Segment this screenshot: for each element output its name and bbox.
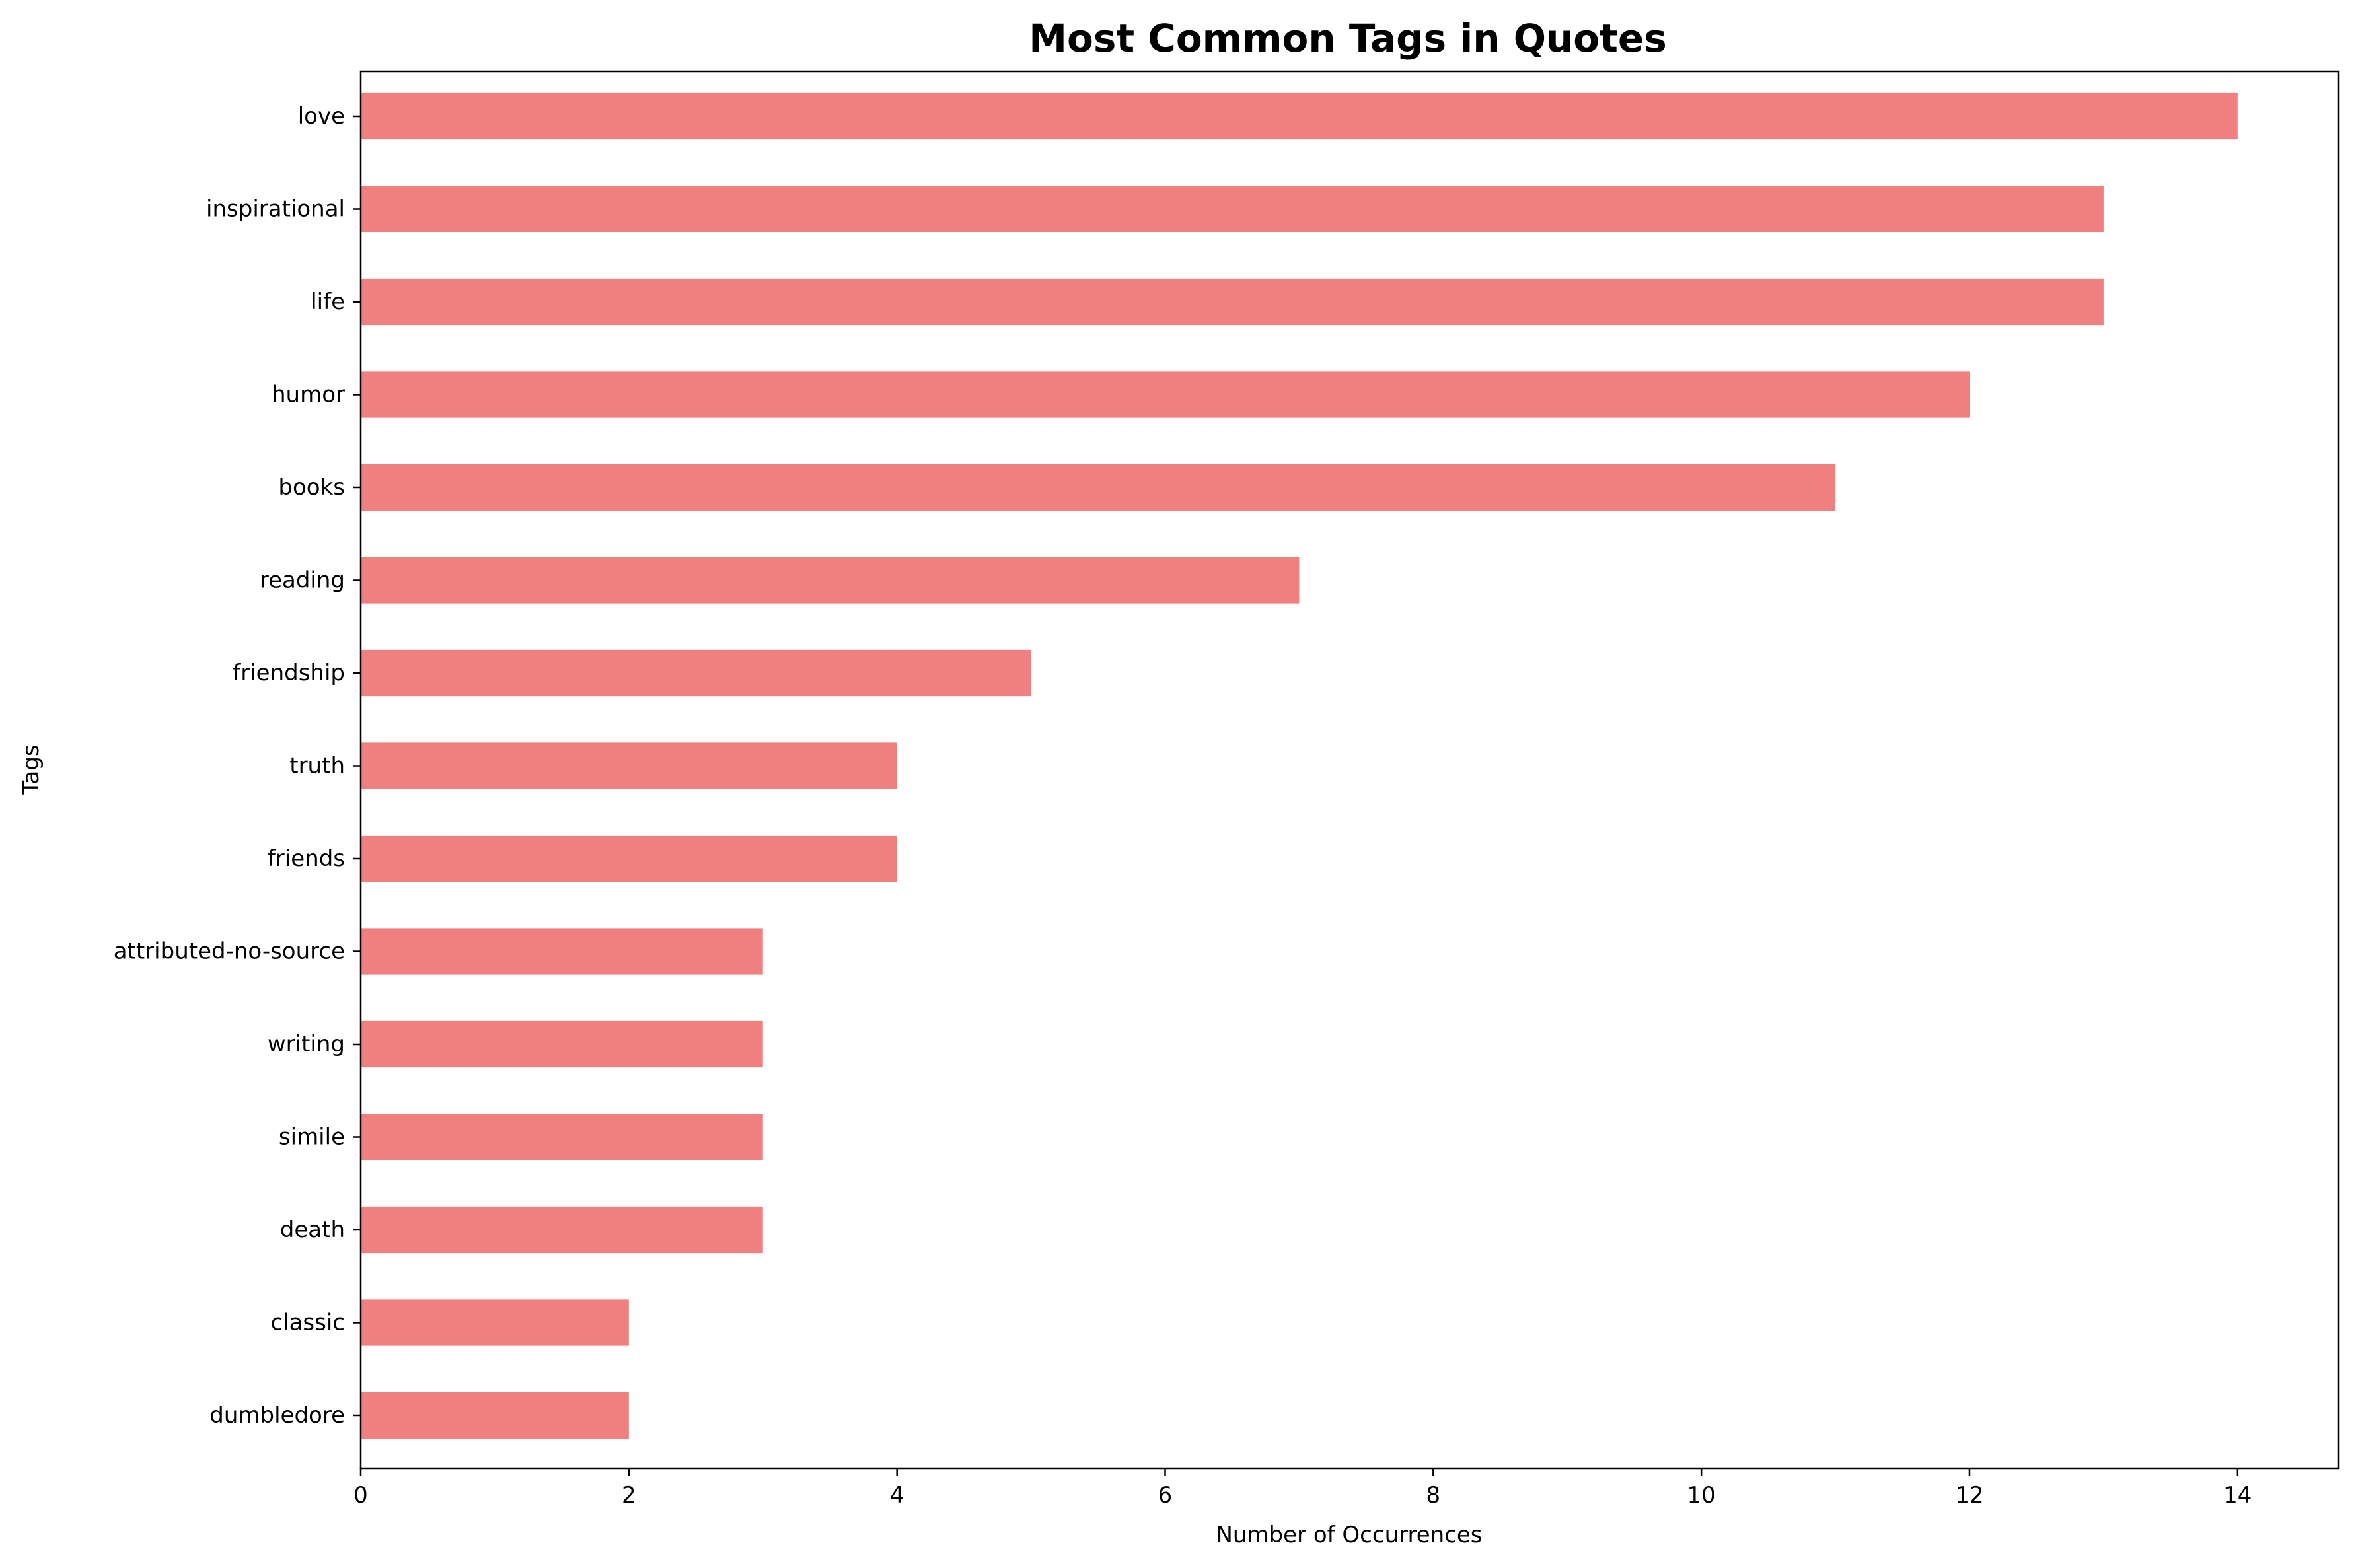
bar-writing <box>361 1020 763 1068</box>
bar-simile <box>361 1114 763 1160</box>
bar-reading <box>361 557 1300 604</box>
y-tick-label: death <box>280 1217 345 1243</box>
y-tick-label: dumbledore <box>209 1402 345 1429</box>
x-tick-label: 2 <box>622 1482 636 1509</box>
y-tick-label: truth <box>289 753 345 779</box>
x-tick-label: 10 <box>1687 1482 1716 1509</box>
y-tick-label: friendship <box>233 660 345 686</box>
x-axis-ticks: 0 2 4 6 8 10 12 14 <box>353 1468 2252 1509</box>
bar-humor <box>361 371 1970 418</box>
bar-friendship <box>361 649 1031 697</box>
y-tick-label: reading <box>260 567 345 594</box>
y-tick-label: writing <box>268 1031 345 1057</box>
bar-death <box>361 1206 763 1254</box>
bar-classic <box>361 1299 629 1346</box>
plot-frame <box>359 70 2340 1470</box>
x-tick-label: 8 <box>1426 1482 1441 1509</box>
y-tick-label: humor <box>272 382 345 408</box>
x-tick-label: 14 <box>2223 1482 2252 1509</box>
bar-attributed-no-source <box>361 928 763 975</box>
y-axis-ticks: love inspirational life humor books reading fr… <box>114 103 361 1429</box>
bar-friends <box>361 835 897 882</box>
y-tick-label: love <box>298 103 345 129</box>
y-tick-label: life <box>311 289 345 315</box>
bar-inspirational <box>361 186 2104 232</box>
bar-dumbledore <box>361 1392 629 1439</box>
bar-love <box>361 92 2238 140</box>
x-tick-label: 4 <box>890 1482 904 1509</box>
chart-title: Most Common Tags in Quotes <box>1029 16 1666 61</box>
bar-books <box>361 464 1836 511</box>
y-tick-label: friends <box>268 845 345 872</box>
x-axis-label: Number of Occurrences <box>1216 1522 1482 1548</box>
y-tick-label: inspirational <box>206 196 345 223</box>
bar-truth <box>361 742 897 789</box>
bar-life <box>361 278 2104 326</box>
y-tick-label: classic <box>270 1310 345 1336</box>
x-tick-label: 12 <box>1955 1482 1983 1509</box>
x-tick-label: 6 <box>1158 1482 1173 1509</box>
x-tick-label: 0 <box>353 1482 368 1509</box>
y-tick-label: attributed-no-source <box>114 939 345 965</box>
bars-group <box>361 92 2238 1439</box>
y-tick-label: simile <box>279 1124 345 1151</box>
y-axis-label: Tags <box>18 744 44 795</box>
y-tick-label: books <box>278 474 345 501</box>
